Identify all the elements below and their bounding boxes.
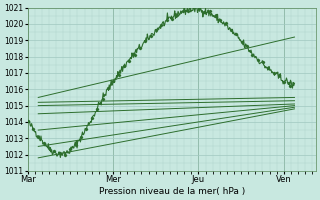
X-axis label: Pression niveau de la mer( hPa ): Pression niveau de la mer( hPa ) xyxy=(99,187,245,196)
